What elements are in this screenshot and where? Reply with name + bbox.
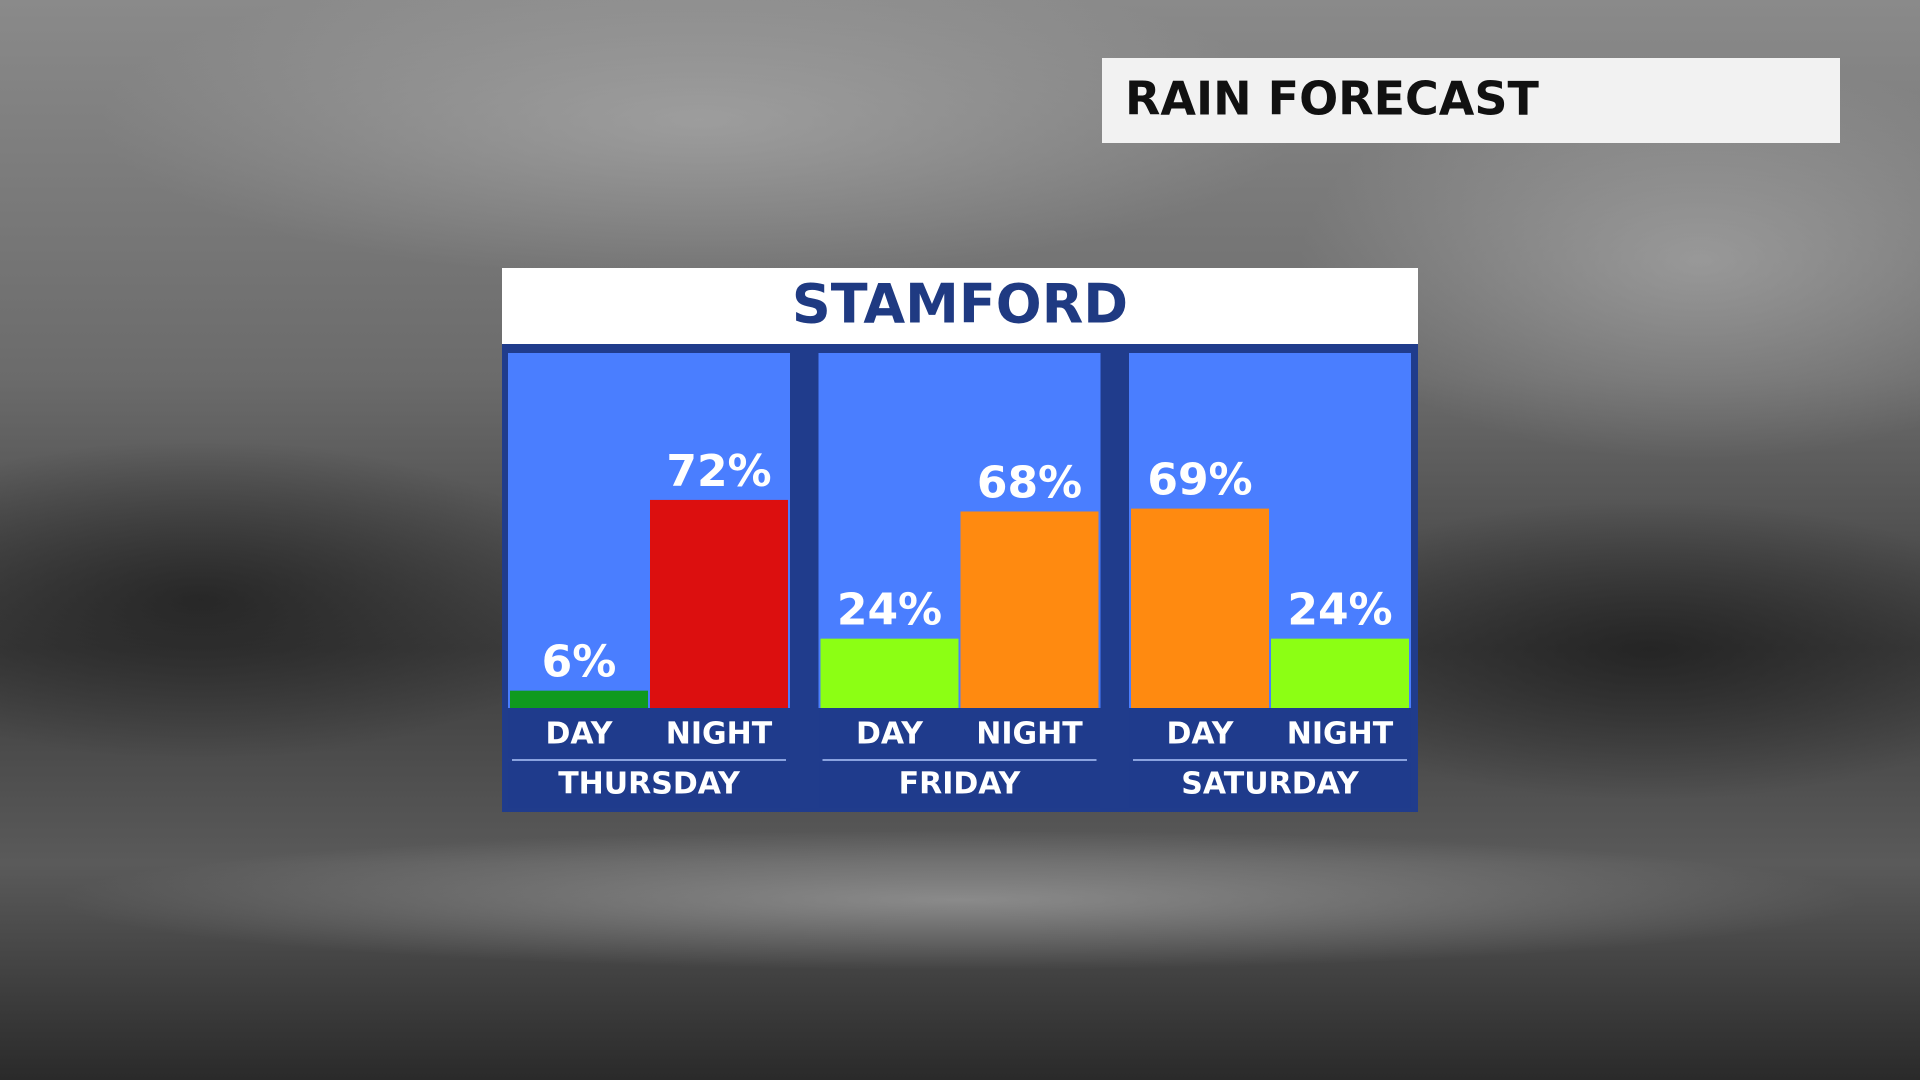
label-row — [508, 710, 790, 758]
title-box — [1102, 58, 1840, 143]
location: STAMFORD — [792, 273, 1128, 336]
day-label: SATURDAY — [1181, 767, 1360, 802]
cloud — [0, 440, 600, 760]
period-label: NIGHT — [1287, 717, 1394, 752]
bar — [510, 690, 648, 708]
bar — [960, 511, 1099, 708]
day-label: FRIDAY — [899, 767, 1022, 802]
bar — [650, 499, 788, 708]
period-label: NIGHT — [666, 717, 773, 752]
label-row — [1129, 710, 1411, 758]
value-label: 24% — [837, 585, 942, 636]
value-label: 24% — [1287, 585, 1392, 636]
period-label: DAY — [1167, 717, 1235, 752]
day-row — [508, 762, 790, 808]
cloud — [1300, 60, 1920, 460]
title: RAIN FORECAST — [1125, 72, 1540, 126]
day-row — [818, 762, 1101, 808]
bar — [1131, 508, 1269, 708]
bar — [1271, 638, 1409, 708]
day-row — [1129, 762, 1411, 808]
cloud — [60, 830, 1860, 970]
period-label: DAY — [546, 717, 614, 752]
day-label: THURSDAY — [558, 767, 741, 802]
period-label: DAY — [856, 717, 924, 752]
value-label: 68% — [977, 457, 1082, 508]
location-box — [502, 268, 1418, 344]
period-label: NIGHT — [976, 717, 1083, 752]
value-label: 69% — [1147, 455, 1252, 506]
label-row — [818, 710, 1101, 758]
value-label: 6% — [542, 637, 617, 688]
cloud — [100, 0, 1300, 280]
bar — [820, 638, 959, 708]
value-label: 72% — [666, 446, 771, 497]
